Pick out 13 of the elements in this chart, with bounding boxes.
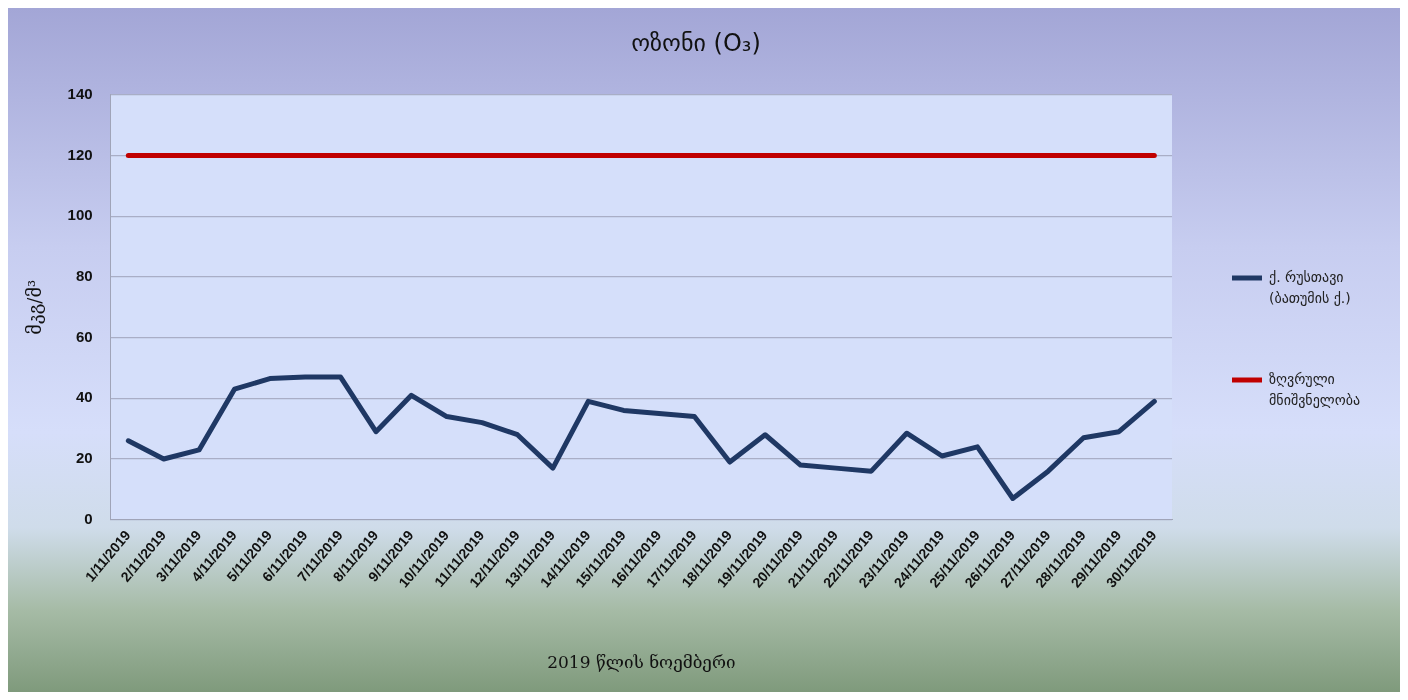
legend-label: ქ. რუსთავი (ბათუმის ქ.) (1269, 268, 1351, 306)
y-tick-label: 100 (67, 206, 93, 224)
chart-title: ოზონი (O₃) (631, 28, 761, 57)
y-axis-title: მკგ/მ³ (24, 279, 46, 335)
y-tick-label: 80 (75, 267, 93, 285)
y-tick-label: 60 (75, 327, 93, 345)
legend-label: ზღვრული მნიშვნელობა (1269, 370, 1361, 408)
y-tick-label: 140 (67, 84, 93, 102)
y-tick-label: 0 (84, 509, 93, 527)
y-tick-label: 120 (67, 145, 93, 163)
x-axis-title: 2019 წლის ნოემბერი (547, 652, 736, 673)
y-tick-label: 20 (75, 449, 93, 467)
y-tick-label: 40 (75, 388, 93, 406)
